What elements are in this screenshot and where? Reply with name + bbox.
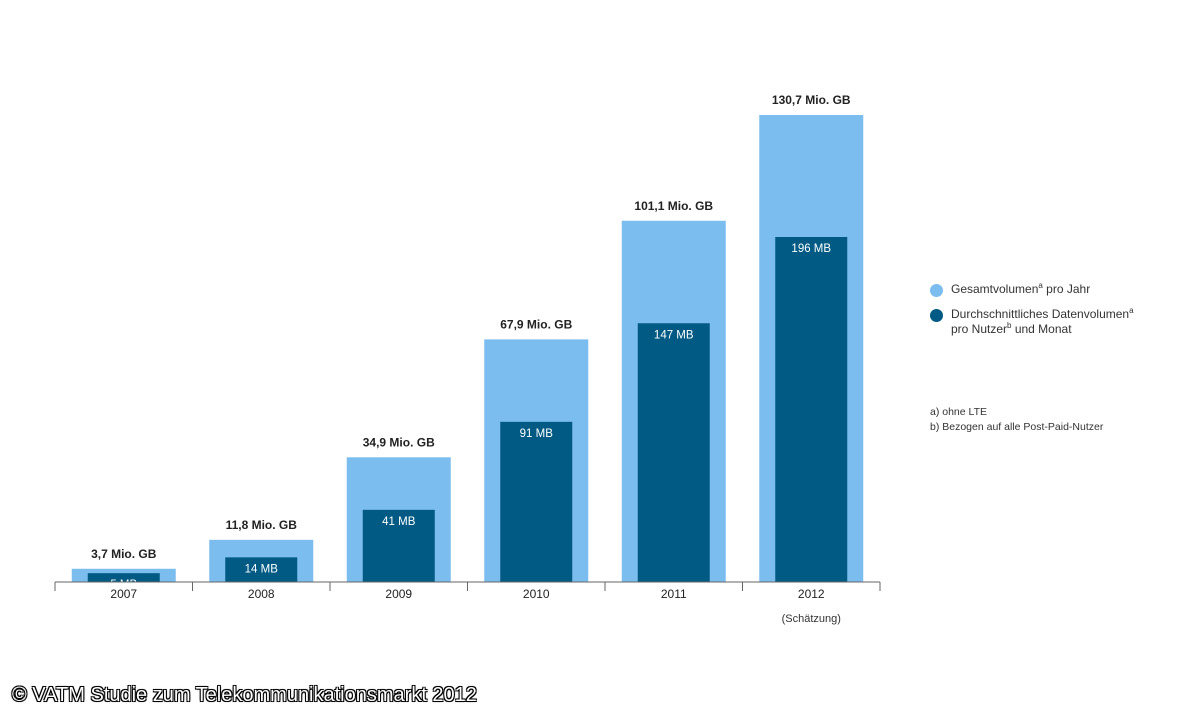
value-label-average-2010: 91 MB [520, 428, 554, 440]
value-label-average-2008: 14 MB [245, 563, 279, 575]
footnote-b: b) Bezogen auf alle Post-Paid-Nutzer [930, 421, 1104, 433]
bar-average-2007 [87, 573, 160, 582]
value-label-average-2011: 147 MB [654, 329, 694, 341]
x-tick-label-2008: 2008 [248, 587, 275, 601]
legend-item-average: Durchschnittliches Datenvolumena pro Nutz… [930, 307, 1134, 337]
value-label-total-2009: 34,9 Mio. GB [363, 435, 435, 449]
legend: Gesamtvolumena pro Jahr Durchschnittlich… [930, 282, 1134, 347]
value-label-total-2011: 101,1 Mio. GB [634, 199, 713, 213]
value-label-average-2009: 41 MB [382, 516, 416, 528]
footnotes: a) ohne LTE b) Bezogen auf alle Post-Pai… [930, 405, 1103, 435]
bar-average-2010 [500, 421, 573, 582]
value-label-total-2012: 130,7 Mio. GB [772, 93, 851, 107]
x-tick-label-2012: 2012 [798, 587, 825, 601]
legend-swatch-total [930, 284, 943, 297]
value-label-average-2012: 196 MB [791, 243, 831, 255]
bar-average-2008 [225, 557, 298, 582]
value-label-total-2007: 3,7 Mio. GB [91, 547, 157, 561]
x-tick-label-2009: 2009 [385, 587, 412, 601]
x-tick-label-2007: 2007 [110, 587, 137, 601]
legend-swatch-average [930, 309, 943, 322]
value-label-total-2008: 11,8 Mio. GB [226, 518, 298, 532]
copyright-notice: © VATM Studie zum Telekommunikationsmark… [12, 684, 477, 706]
footnote-a: a) ohne LTE [930, 406, 988, 418]
legend-item-total: Gesamtvolumena pro Jahr [930, 282, 1134, 297]
x-tick-label-2011: 2011 [661, 587, 687, 601]
bar-average-2009 [362, 509, 435, 582]
legend-label-total: Gesamtvolumena pro Jahr [951, 281, 1091, 297]
bar-average-2011 [637, 323, 710, 582]
x-tick-label-2010: 2010 [523, 587, 550, 601]
bar-average-2012 [775, 237, 848, 582]
value-label-total-2010: 67,9 Mio. GB [500, 317, 572, 331]
x-tick-note-2012: (Schätzung) [782, 613, 841, 625]
legend-label-average: Durchschnittliches Datenvolumena pro Nutz… [951, 306, 1134, 337]
